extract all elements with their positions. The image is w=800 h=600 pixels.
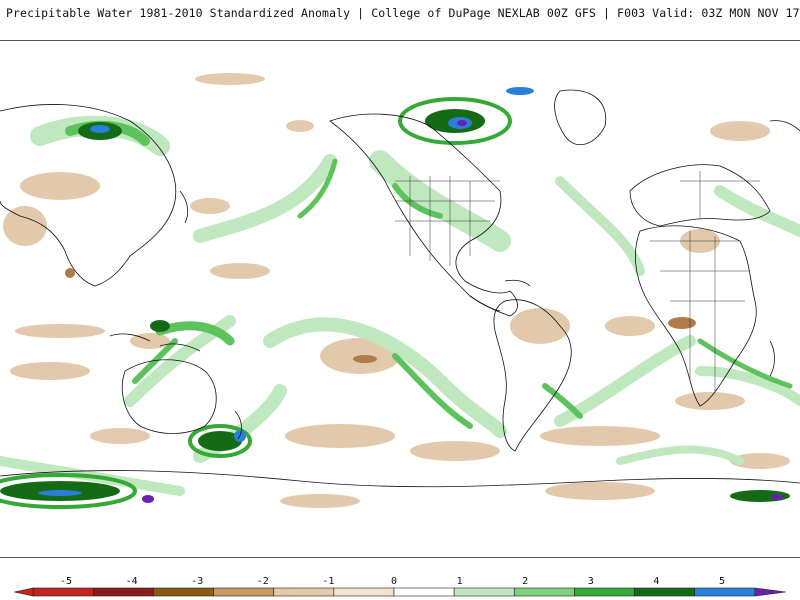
colorbar-segment: [153, 587, 214, 597]
colorbar-segment: [213, 587, 275, 597]
colorbar-segment: [273, 587, 335, 597]
map-title: Precipitable Water 1981-2010 Standardize…: [6, 6, 800, 20]
colorbar-tick-label: -5: [60, 576, 72, 587]
colorbar-max-arrow: [754, 587, 787, 597]
colorbar-tick-label: 4: [653, 576, 659, 587]
colorbar-segment: [453, 587, 515, 597]
colorbar-canvas: -5 -4 -3 -2 -1 0 1 2 3 4 5: [13, 576, 787, 597]
colorbar-segment: [694, 587, 756, 597]
colorbar-tick-label: -4: [126, 576, 138, 587]
extreme-positive-areas: [38, 87, 783, 503]
colorbar-tick-label: 1: [457, 576, 463, 587]
colorbar-segment: [513, 587, 575, 597]
political-borders: [395, 171, 760, 391]
colorbar-tick-label: -2: [257, 576, 269, 587]
colorbar-min-arrow: [13, 587, 34, 597]
colorbar-tick-label: -1: [322, 576, 334, 587]
colorbar-tick-label: 5: [719, 576, 725, 587]
colorbar-segment: [574, 587, 635, 597]
anomaly-map: [0, 40, 800, 558]
colorbar-tick-label: 0: [391, 576, 397, 587]
coastlines: [0, 89, 800, 488]
anomaly-colorbar: -5 -4 -3 -2 -1 0 1 2 3 4 5: [0, 566, 800, 600]
strong-negative-areas: [65, 268, 696, 363]
colorbar-segment: [634, 587, 695, 597]
map-canvas: [0, 73, 800, 509]
colorbar-segment: [393, 587, 455, 597]
colorbar-tick-label: 2: [522, 576, 528, 587]
colorbar-segment: [32, 587, 94, 597]
colorbar-tick-label: 3: [588, 576, 594, 587]
strong-positive-edge: [0, 97, 512, 509]
colorbar-segment: [333, 587, 395, 597]
colorbar-segment: [93, 587, 154, 597]
colorbar-tick-label: -3: [191, 576, 203, 587]
